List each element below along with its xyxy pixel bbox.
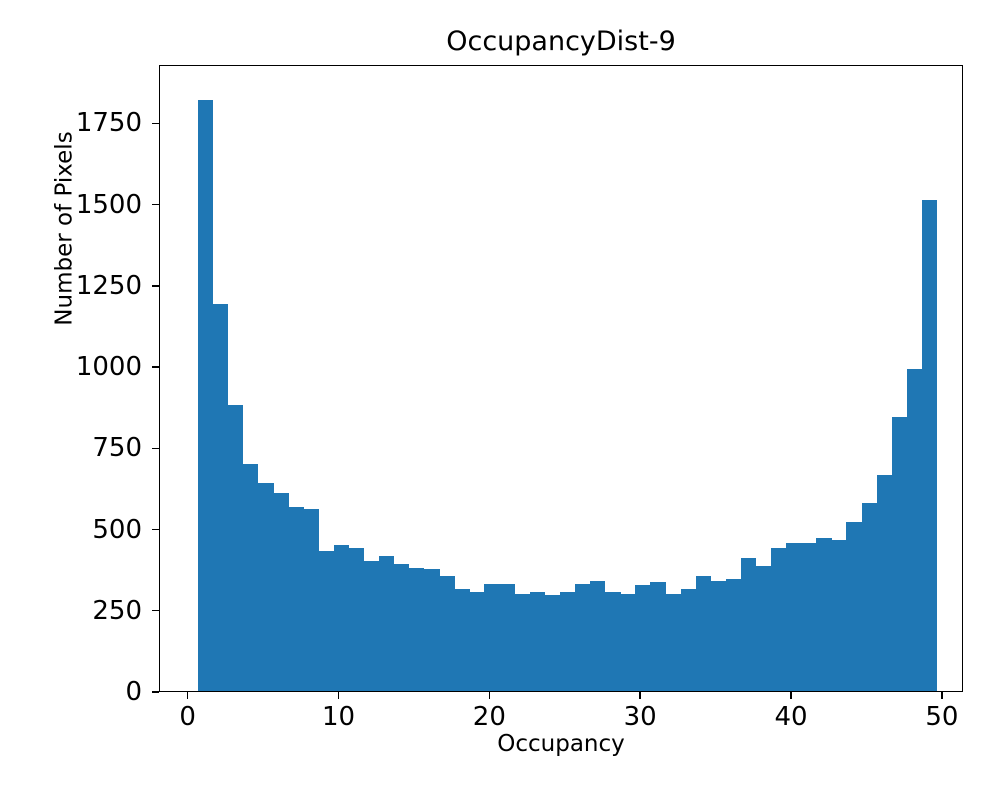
histogram-bar (393, 564, 410, 691)
histogram-bar (424, 569, 440, 691)
histogram-bar (695, 575, 712, 691)
histogram-bar (258, 483, 274, 691)
y-tick-label: 0 (125, 677, 142, 707)
histogram-bar (529, 591, 546, 691)
histogram-bar (680, 588, 696, 691)
histogram-bar (333, 544, 349, 691)
y-axis-label: Number of Pixels (51, 131, 78, 326)
x-tick-mark (186, 692, 189, 699)
histogram-bar (620, 593, 636, 691)
histogram-bar (363, 561, 380, 691)
plot-area (159, 65, 963, 692)
y-tick-label: 750 (92, 433, 142, 464)
y-tick-mark (152, 366, 159, 368)
histogram-bar (197, 99, 214, 691)
histogram-bar (514, 593, 530, 691)
x-tick-label: 50 (925, 702, 959, 732)
histogram-bar (605, 591, 621, 691)
histogram-bar (303, 509, 319, 691)
histogram-bar (484, 583, 500, 691)
x-tick-mark (488, 692, 491, 699)
histogram-bar (288, 507, 304, 691)
histogram-bar (786, 543, 802, 691)
histogram-bar (409, 567, 425, 691)
histogram-bar (243, 463, 259, 691)
x-axis-label: Occupancy (497, 731, 625, 757)
histogram-bar (590, 580, 606, 691)
x-tick-label: 0 (179, 702, 196, 732)
histogram-bar (816, 538, 832, 691)
histogram-bar (665, 593, 681, 691)
histogram-bar (771, 548, 787, 691)
histogram-bar (635, 585, 651, 691)
x-tick-label: 30 (623, 702, 657, 732)
histogram-bar (212, 304, 229, 691)
histogram-bar (348, 548, 365, 691)
histogram-bar (876, 474, 893, 691)
x-tick-mark (941, 692, 943, 699)
x-tick-label: 40 (774, 702, 808, 732)
chart-title: OccupancyDist-9 (446, 26, 676, 57)
histogram-bar (891, 416, 908, 691)
y-tick-label: 250 (92, 595, 142, 626)
histogram-bar (454, 588, 470, 691)
histogram-bar (318, 551, 334, 691)
histogram-bar (921, 200, 938, 691)
histogram-bars (160, 66, 962, 691)
y-tick-mark (152, 285, 159, 287)
x-tick-label: 20 (472, 702, 506, 732)
histogram-bar (469, 591, 485, 691)
histogram-bar (439, 575, 455, 691)
y-tick-mark (152, 528, 159, 531)
histogram-bar (846, 522, 862, 691)
histogram-bar (378, 556, 395, 691)
histogram-bar (544, 595, 561, 691)
histogram-bar (906, 369, 923, 691)
y-tick-mark (152, 447, 159, 450)
histogram-bar (574, 583, 591, 691)
histogram-bar (831, 539, 847, 691)
histogram-bar (755, 565, 772, 691)
histogram-bar (559, 591, 576, 691)
y-tick-mark (152, 610, 159, 612)
histogram-bar (499, 583, 515, 691)
y-tick-mark (152, 122, 159, 125)
histogram-bar (710, 580, 727, 691)
x-tick-mark (790, 692, 792, 699)
x-tick-mark (639, 692, 641, 699)
y-tick-label: 500 (92, 514, 142, 545)
histogram-bar (740, 557, 757, 691)
x-tick-label: 10 (321, 702, 356, 732)
histogram-bar (861, 502, 877, 691)
y-tick-mark (152, 203, 159, 206)
x-tick-mark (337, 692, 340, 699)
histogram-bar (650, 582, 666, 691)
y-tick-mark (152, 691, 159, 693)
histogram-bar (273, 492, 289, 691)
histogram-bar (801, 543, 817, 691)
histogram-bar (228, 405, 244, 691)
histogram-bar (725, 578, 742, 691)
